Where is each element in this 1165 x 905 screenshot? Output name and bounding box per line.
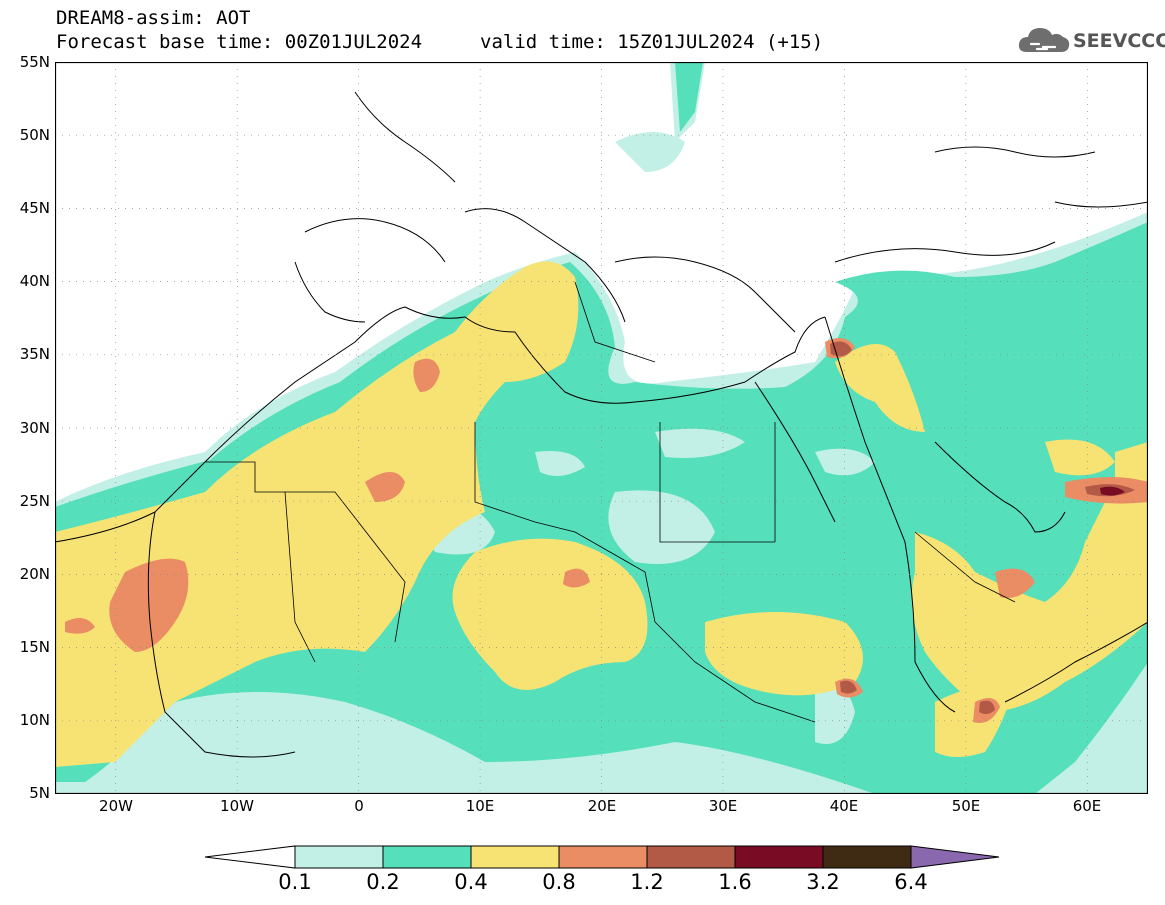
lat-label: 20N — [19, 565, 50, 583]
lon-label: 20W — [99, 797, 133, 815]
lon-label: 50E — [951, 797, 981, 815]
lon-label: 30E — [708, 797, 738, 815]
lon-label: 40E — [829, 797, 859, 815]
colorbar-tick-label: 6.4 — [894, 870, 928, 894]
lat-label: 55N — [19, 53, 50, 71]
seevccc-logo: SEEVCCC — [1017, 24, 1165, 58]
coastlines — [55, 91, 1148, 758]
colorbar-arrow-high — [910, 845, 1000, 869]
colorbar-bin — [558, 845, 648, 869]
colorbar-bin — [734, 845, 824, 869]
map-frame — [55, 62, 1148, 794]
cloud-icon — [1018, 28, 1070, 52]
aot-layer-1.6 — [1100, 486, 1125, 496]
lon-label: 20E — [587, 797, 617, 815]
colorbar-arrow-low — [205, 845, 296, 869]
lat-label: 25N — [19, 492, 50, 510]
aot-map — [55, 62, 1148, 794]
colorbar-tick-label: 0.4 — [454, 870, 488, 894]
lat-label: 40N — [19, 272, 50, 290]
lat-label: 5N — [29, 784, 50, 802]
lat-label: 35N — [19, 345, 50, 363]
lat-label: 45N — [19, 199, 50, 217]
colorbar-bin — [382, 845, 472, 869]
colorbar-tick-label: 0.1 — [278, 870, 312, 894]
lat-label: 15N — [19, 638, 50, 656]
lon-label: 0 — [354, 797, 364, 815]
colorbar-bin — [294, 845, 384, 869]
forecast-base-time: Forecast base time: 00Z01JUL2024 — [56, 31, 423, 53]
colorbar-bin — [646, 845, 736, 869]
colorbar-bin — [822, 845, 912, 869]
lat-label: 10N — [19, 711, 50, 729]
lon-label: 60E — [1072, 797, 1102, 815]
lon-label: 10E — [465, 797, 495, 815]
colorbar-tick-label: 1.2 — [630, 870, 664, 894]
colorbar-tick-label: 0.8 — [542, 870, 576, 894]
lat-label: 30N — [19, 419, 50, 437]
colorbar-tick-label: 0.2 — [366, 870, 400, 894]
colorbar-tick-label: 3.2 — [806, 870, 840, 894]
lon-label: 10W — [220, 797, 254, 815]
logo-text: SEEVCCC — [1073, 30, 1165, 52]
colorbar-tick-label: 1.6 — [718, 870, 752, 894]
lat-label: 50N — [19, 126, 50, 144]
colorbar-bin — [470, 845, 560, 869]
graticule — [55, 62, 1148, 794]
map-title: DREAM8-assim: AOT — [56, 7, 251, 29]
colorbar — [205, 845, 1000, 869]
valid-time: valid time: 15Z01JUL2024 (+15) — [480, 31, 824, 53]
country-borders — [205, 281, 1016, 723]
